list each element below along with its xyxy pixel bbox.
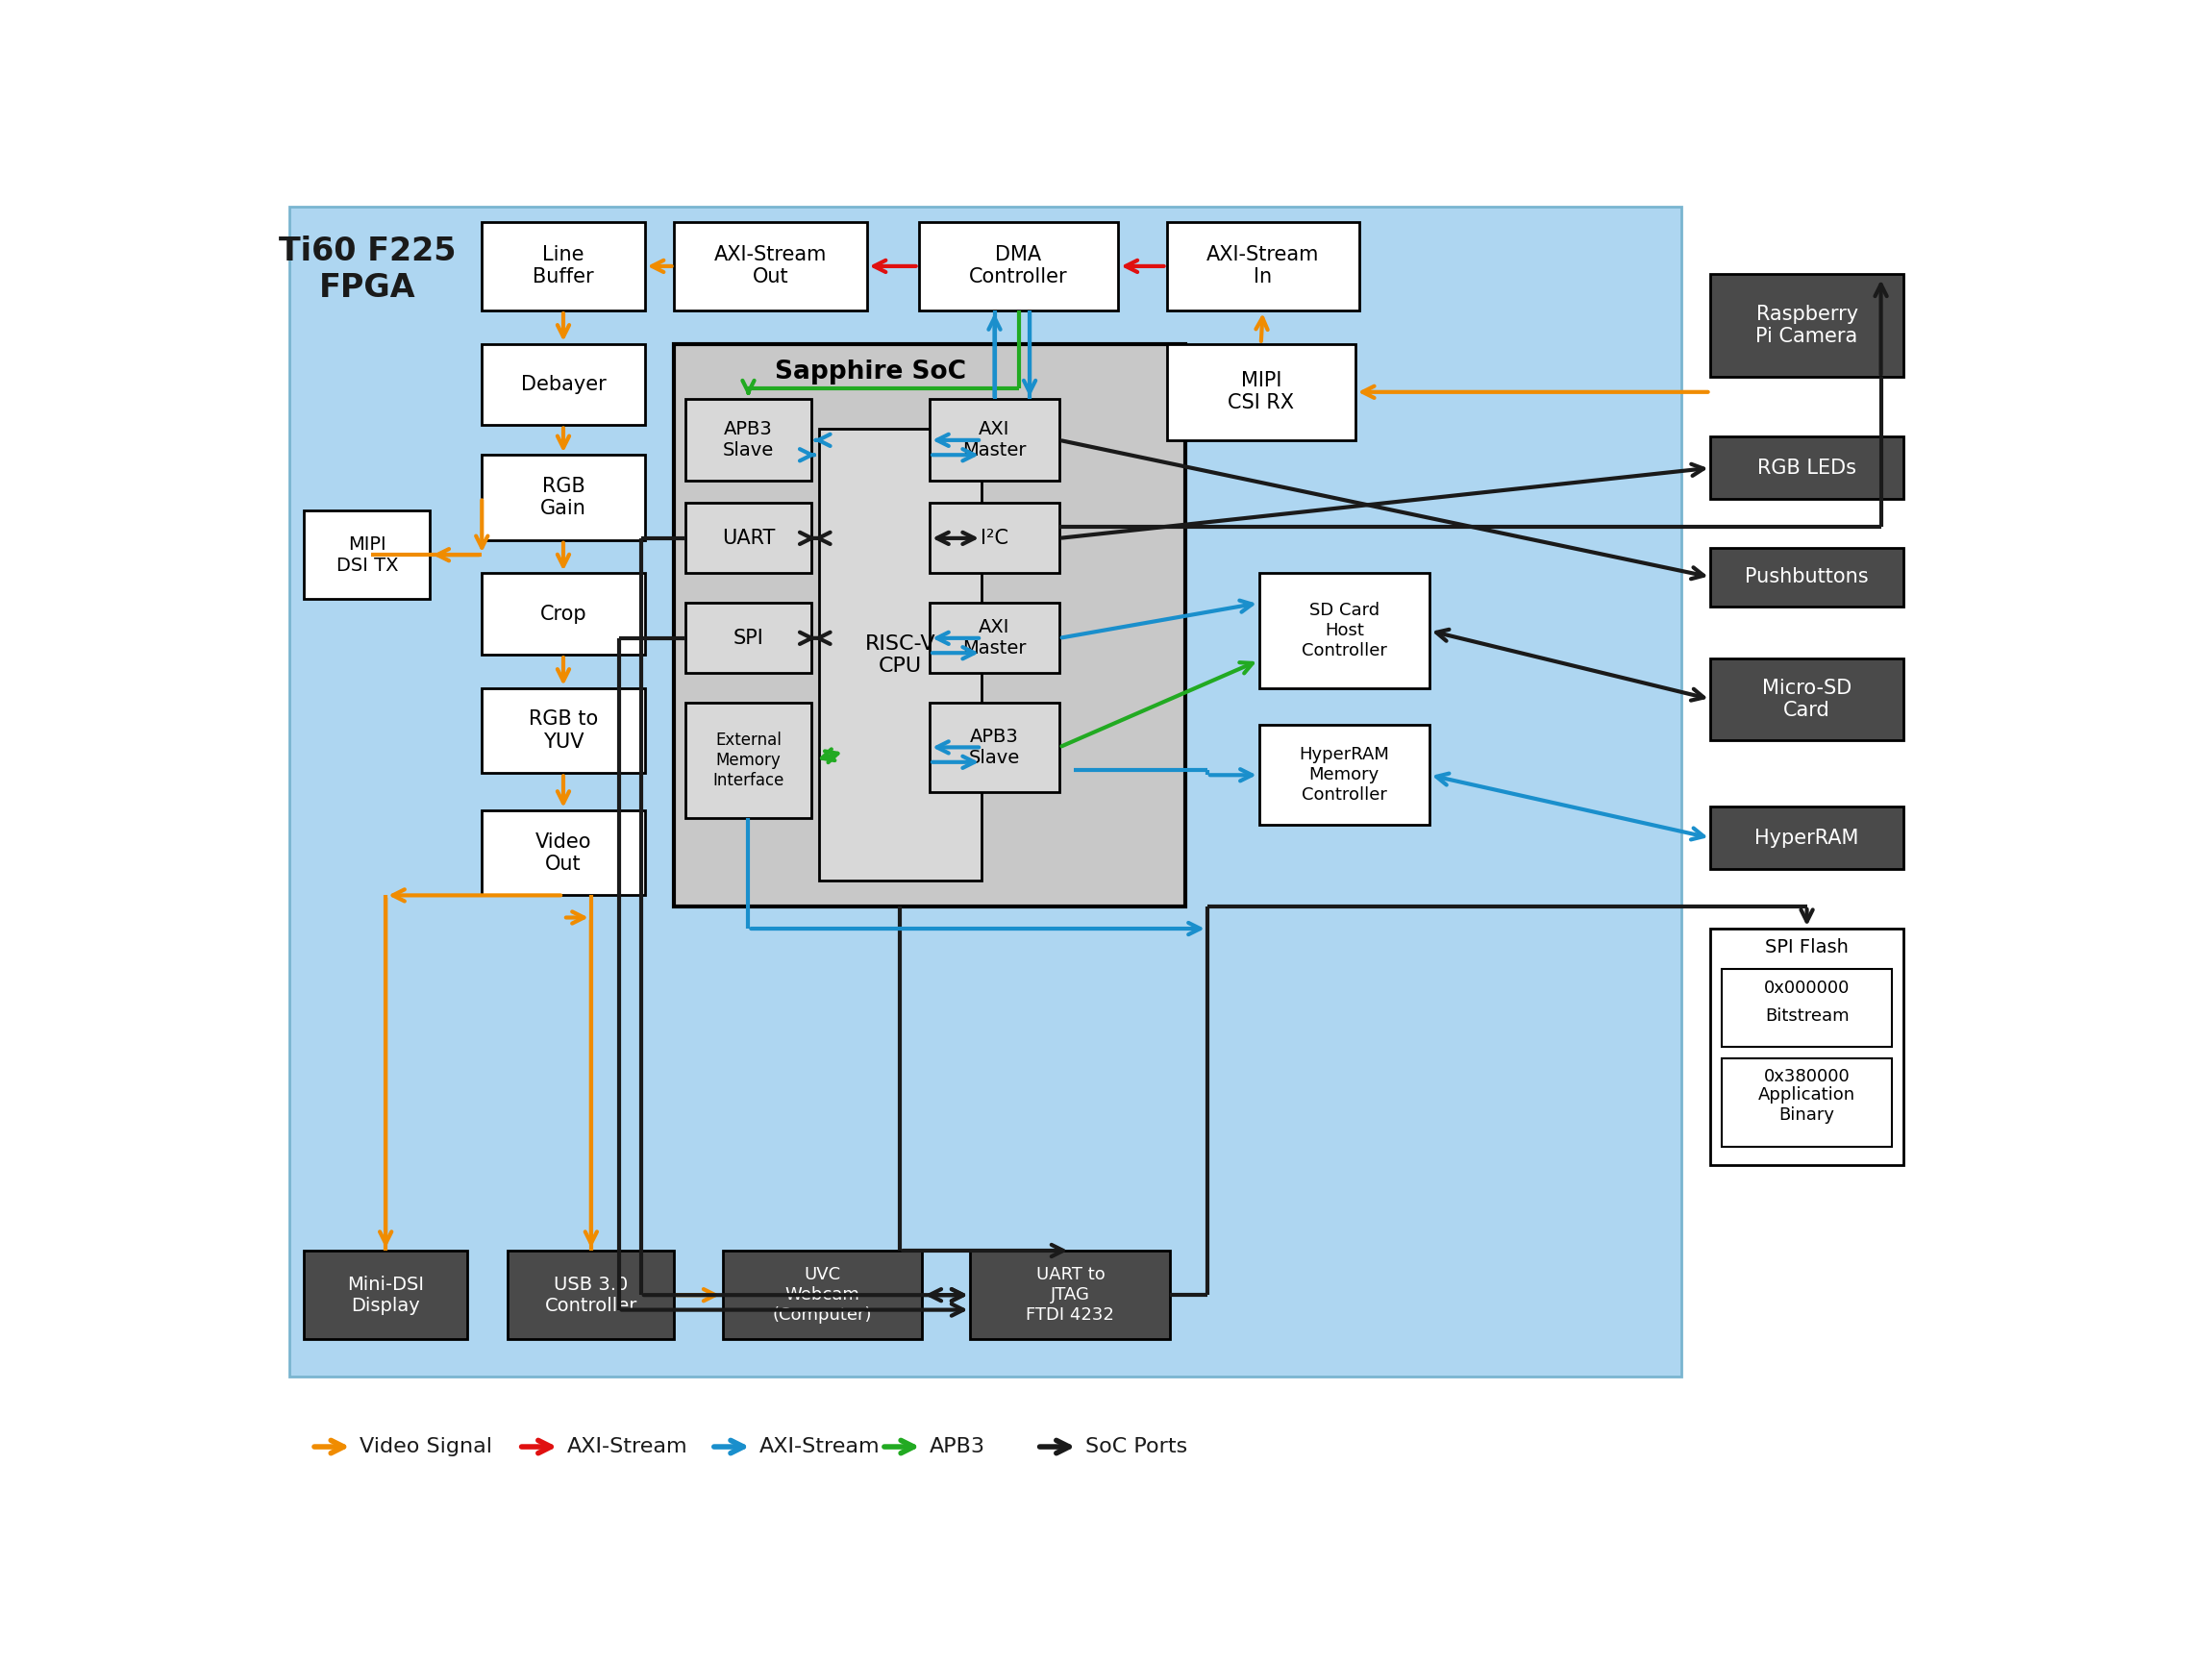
FancyBboxPatch shape [686,399,812,481]
FancyBboxPatch shape [686,502,812,574]
FancyBboxPatch shape [971,1251,1170,1339]
Text: AXI-Stream: AXI-Stream [566,1437,688,1457]
Text: Sapphire SoC: Sapphire SoC [774,359,967,384]
FancyBboxPatch shape [482,221,644,311]
Text: RISC-V
CPU: RISC-V CPU [865,634,936,675]
FancyBboxPatch shape [1710,659,1902,740]
Text: MIPI
DSI TX: MIPI DSI TX [336,535,398,574]
Text: MIPI
CSI RX: MIPI CSI RX [1228,371,1294,412]
Text: SPI Flash: SPI Flash [1765,938,1849,956]
Text: Ti60 F225
FPGA: Ti60 F225 FPGA [279,236,456,304]
FancyBboxPatch shape [675,344,1186,906]
Text: UART: UART [721,529,774,547]
Text: Mini-DSI
Display: Mini-DSI Display [347,1276,425,1315]
Text: APB3
Slave: APB3 Slave [969,728,1020,767]
FancyBboxPatch shape [482,456,644,540]
Text: Line
Buffer: Line Buffer [533,246,593,288]
FancyBboxPatch shape [723,1251,922,1339]
Text: RGB LEDs: RGB LEDs [1756,459,1856,477]
Text: HyperRAM
Memory
Controller: HyperRAM Memory Controller [1298,747,1389,803]
FancyBboxPatch shape [1710,547,1902,607]
Text: AXI
Master: AXI Master [962,421,1026,461]
Text: 0x380000: 0x380000 [1763,1068,1849,1086]
Text: RGB
Gain: RGB Gain [540,477,586,519]
FancyBboxPatch shape [482,688,644,773]
FancyBboxPatch shape [918,221,1119,311]
Text: HyperRAM: HyperRAM [1754,828,1858,848]
FancyBboxPatch shape [1710,436,1902,499]
Text: APB3
Slave: APB3 Slave [723,421,774,461]
Text: Crop: Crop [540,604,586,624]
FancyBboxPatch shape [1721,970,1891,1048]
FancyBboxPatch shape [482,810,644,895]
FancyBboxPatch shape [1710,274,1902,378]
Text: AXI-Stream
Out: AXI-Stream Out [714,246,827,288]
Text: USB 3.0
Controller: USB 3.0 Controller [544,1276,637,1315]
FancyBboxPatch shape [686,703,812,818]
FancyBboxPatch shape [818,429,982,880]
FancyBboxPatch shape [686,604,812,674]
Text: Bitstream: Bitstream [1765,1008,1849,1024]
FancyBboxPatch shape [482,344,644,426]
Text: AXI-Stream: AXI-Stream [759,1437,880,1457]
Text: Application
Binary: Application Binary [1759,1086,1856,1124]
Text: RGB to
YUV: RGB to YUV [529,710,597,752]
FancyBboxPatch shape [1166,344,1356,441]
FancyBboxPatch shape [1710,807,1902,870]
FancyBboxPatch shape [1166,221,1358,311]
FancyBboxPatch shape [929,703,1060,792]
FancyBboxPatch shape [675,221,867,311]
Text: Video Signal: Video Signal [361,1437,493,1457]
FancyBboxPatch shape [482,574,644,655]
FancyBboxPatch shape [929,502,1060,574]
Text: Pushbuttons: Pushbuttons [1745,567,1869,587]
Text: Raspberry
Pi Camera: Raspberry Pi Camera [1756,304,1858,346]
Text: UVC
Webcam
(Computer): UVC Webcam (Computer) [772,1267,872,1324]
FancyBboxPatch shape [509,1251,675,1339]
Text: UART to
JTAG
FTDI 4232: UART to JTAG FTDI 4232 [1026,1267,1115,1324]
Text: DMA
Controller: DMA Controller [969,246,1068,288]
FancyBboxPatch shape [1721,1058,1891,1147]
Text: SD Card
Host
Controller: SD Card Host Controller [1301,602,1387,659]
Text: External
Memory
Interface: External Memory Interface [712,732,783,788]
Text: Micro-SD
Card: Micro-SD Card [1763,679,1851,720]
Text: SoC Ports: SoC Ports [1086,1437,1188,1457]
Text: AXI
Master: AXI Master [962,619,1026,659]
Text: 0x000000: 0x000000 [1763,980,1849,996]
FancyBboxPatch shape [1259,574,1429,688]
Text: AXI-Stream
In: AXI-Stream In [1206,246,1318,288]
FancyBboxPatch shape [305,1251,467,1339]
FancyBboxPatch shape [290,206,1681,1377]
Text: APB3: APB3 [929,1437,987,1457]
Text: Debayer: Debayer [520,374,606,394]
Text: I²C: I²C [980,529,1009,547]
FancyBboxPatch shape [1710,928,1902,1166]
FancyBboxPatch shape [929,604,1060,674]
FancyBboxPatch shape [1259,725,1429,825]
FancyBboxPatch shape [305,511,429,599]
Text: SPI: SPI [732,629,763,647]
Text: Video
Out: Video Out [535,832,591,873]
FancyBboxPatch shape [929,399,1060,481]
